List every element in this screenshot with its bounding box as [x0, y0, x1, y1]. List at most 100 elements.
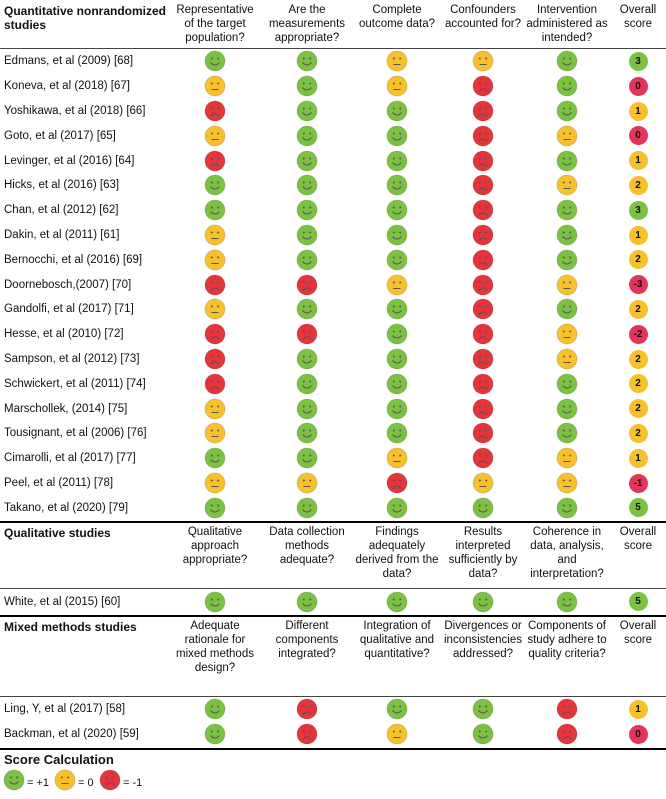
rating-icon [204, 125, 226, 147]
rating-icon [296, 698, 318, 720]
rating-icon [556, 298, 578, 320]
score-header: Overall score [619, 526, 657, 553]
section-rule [0, 615, 666, 617]
score-header: Overall score [619, 4, 657, 30]
study-name: White, et al (2015) [60] [4, 595, 121, 608]
rating-icon [556, 348, 578, 370]
rating-icon [296, 125, 318, 147]
rating-icon [204, 348, 226, 370]
rating-icon [99, 769, 121, 791]
rating-icon [472, 75, 494, 97]
rating-icon [296, 50, 318, 72]
study-name: Sampson, et al (2012) [73] [4, 353, 140, 365]
rating-icon [386, 224, 408, 246]
rating-icon [204, 422, 226, 444]
rating-icon [556, 698, 578, 720]
rating-icon [386, 274, 408, 296]
study-name: Edmans, et al (2009) [68] [4, 55, 134, 68]
question-header: Results interpreted sufficiently by data… [448, 526, 518, 581]
question-header: Confounders accounted for? [444, 4, 522, 30]
rating-icon [204, 723, 226, 745]
rating-icon [472, 50, 494, 72]
rating-icon [386, 398, 408, 420]
rating-icon [204, 50, 226, 72]
rating-icon [472, 174, 494, 196]
rating-icon [386, 199, 408, 221]
rating-icon [296, 591, 318, 613]
rating-icon [386, 174, 408, 196]
score-header: Overall score [619, 620, 657, 646]
score-badge: -3 [628, 275, 648, 295]
rating-icon [204, 174, 226, 196]
rating-icon [296, 472, 318, 494]
rating-icon [296, 224, 318, 246]
section-title: Mixed methods studies [4, 620, 137, 634]
rating-icon [472, 348, 494, 370]
section-rule [0, 747, 666, 750]
question-header: Data collection methods adequate? [269, 526, 345, 567]
study-name: Doornebosch,(2007) [70] [4, 278, 132, 291]
question-header: Divergences or inconsistencies addressed… [444, 620, 522, 660]
question-header: Intervention administered as intended? [526, 4, 608, 44]
rating-icon [472, 224, 494, 246]
rating-icon [556, 125, 578, 147]
rating-icon [296, 373, 318, 395]
study-name: Yoshikawa, et al (2018) [66] [4, 105, 146, 117]
score-badge: 5 [628, 498, 648, 518]
score-badge: -2 [628, 324, 648, 344]
rating-icon [556, 274, 578, 296]
study-name: Backman, et al (2020) [59] [4, 728, 139, 741]
rating-icon [204, 150, 226, 172]
rating-icon [204, 100, 226, 122]
rating-icon [556, 323, 578, 345]
rating-icon [386, 298, 408, 320]
rating-icon [386, 447, 408, 469]
rating-icon [204, 373, 226, 395]
rating-icon [3, 769, 25, 791]
legend-label: = +1 [27, 776, 50, 789]
score-badge: 3 [628, 51, 648, 71]
score-badge: -1 [628, 473, 648, 493]
rating-icon [386, 150, 408, 172]
score-badge: 2 [628, 299, 648, 319]
question-header: Are the measurements appropriate? [268, 4, 346, 44]
header-rule [0, 696, 666, 697]
study-name: Chan, et al (2012) [62] [4, 204, 119, 217]
rating-icon [386, 422, 408, 444]
score-badge: 2 [628, 399, 648, 419]
rating-icon [386, 472, 408, 494]
question-header: Findings adequately derived from the dat… [355, 526, 439, 581]
rating-icon [204, 698, 226, 720]
rating-icon [204, 75, 226, 97]
score-badge: 1 [628, 151, 648, 171]
header-rule [0, 588, 666, 590]
score-badge: 2 [628, 175, 648, 195]
legend-label: = 0 [78, 776, 94, 789]
score-badge: 2 [628, 423, 648, 443]
rating-icon [204, 591, 226, 613]
rating-icon [296, 174, 318, 196]
rating-icon [556, 174, 578, 196]
score-badge: 1 [628, 448, 648, 468]
rating-icon [472, 472, 494, 494]
rating-icon [204, 398, 226, 420]
rating-icon [556, 100, 578, 122]
score-badge: 1 [628, 101, 648, 121]
question-header: Components of study adhere to quality cr… [527, 620, 607, 660]
score-badge: 1 [628, 699, 648, 719]
rating-icon [386, 249, 408, 271]
rating-icon [472, 591, 494, 613]
rating-icon [296, 199, 318, 221]
rating-icon [296, 348, 318, 370]
rating-icon [296, 274, 318, 296]
rating-icon [472, 298, 494, 320]
rating-icon [204, 472, 226, 494]
rating-icon [204, 447, 226, 469]
rating-icon [386, 323, 408, 345]
rating-icon [386, 497, 408, 519]
rating-icon [472, 447, 494, 469]
study-name: Marschollek, (2014) [75] [4, 402, 128, 415]
rating-icon [296, 150, 318, 172]
study-name: Takano, et al (2020) [79] [4, 501, 129, 514]
rating-icon [556, 591, 578, 613]
